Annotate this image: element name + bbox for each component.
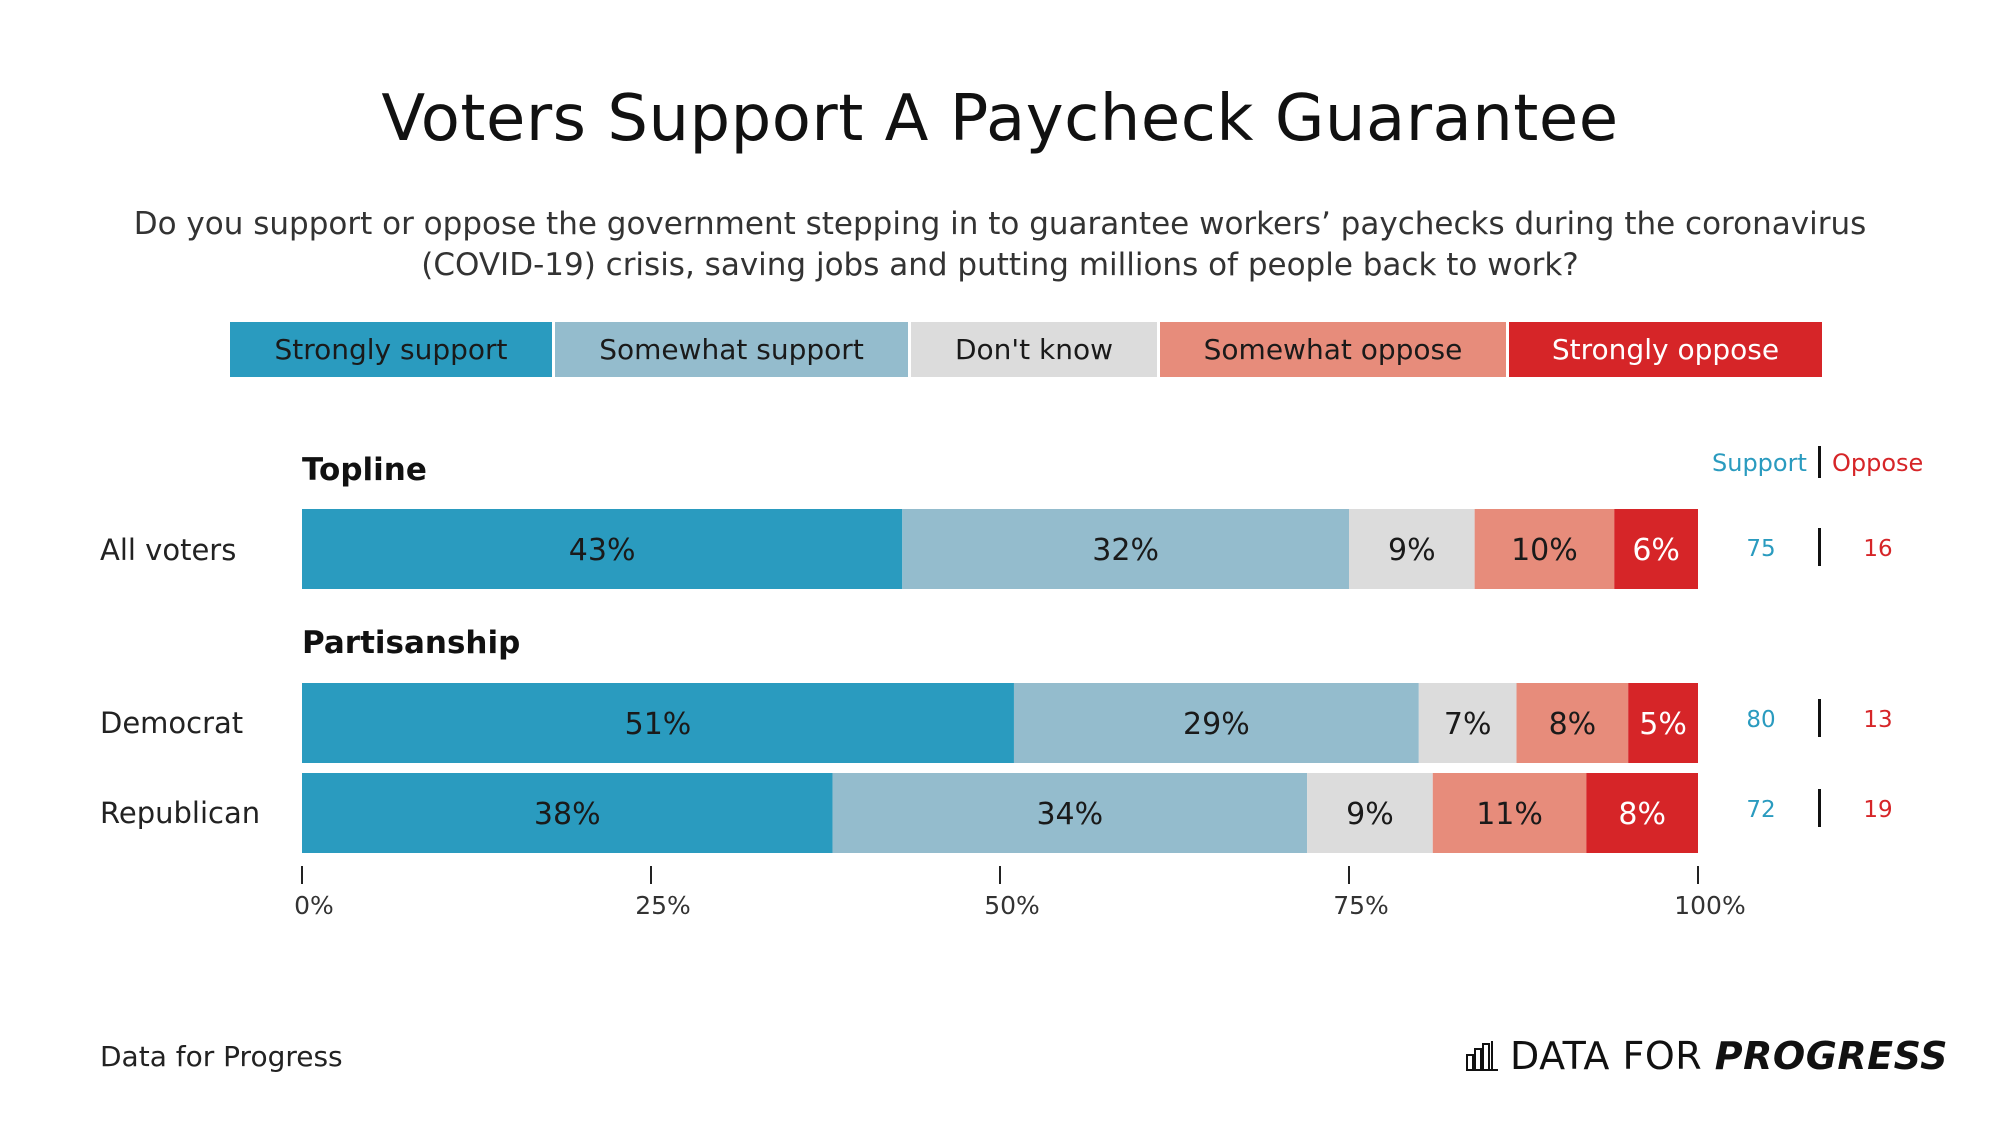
bar-chart-icon — [1466, 1041, 1499, 1071]
brand-text: DATA FOR PROGRESS — [1510, 1034, 1948, 1078]
chart-title: Voters Support A Paycheck Guarantee — [381, 82, 1619, 156]
data-label-democrat-somewhat-support: 29% — [1183, 707, 1250, 742]
support-total-democrat: 80 — [1746, 707, 1776, 733]
data-label-republican-somewhat-support: 34% — [1036, 797, 1103, 832]
support-header: Support — [1712, 449, 1807, 477]
oppose-header: Oppose — [1832, 449, 1924, 477]
section-topline: Topline — [302, 452, 427, 488]
bar-democrat-strongly-oppose — [1628, 683, 1698, 763]
row-label-republican: Republican — [100, 796, 261, 830]
bar-republican-strongly-oppose — [1586, 773, 1698, 853]
bar-all-voters-dont-know — [1349, 509, 1475, 589]
legend-somewhat-oppose: Somewhat oppose — [1160, 322, 1506, 377]
data-label-all-voters-dont-know: 9% — [1388, 533, 1436, 568]
data-label-republican-somewhat-oppose: 11% — [1476, 797, 1543, 832]
bar-republican-somewhat-support — [832, 773, 1308, 853]
data-label-democrat-strongly-support: 51% — [625, 707, 692, 742]
bar-all-voters-strongly-oppose — [1614, 509, 1698, 589]
bar-democrat-somewhat-support — [1013, 683, 1419, 763]
chart-subtitle: Do you support or oppose the government … — [110, 204, 1890, 286]
support-total-all-voters: 75 — [1746, 536, 1776, 562]
oppose-total-republican: 19 — [1863, 797, 1893, 823]
legend-somewhat-support: Somewhat support — [555, 322, 908, 377]
data-label-democrat-strongly-oppose: 5% — [1639, 707, 1687, 742]
legend: Strongly support Somewhat support Don't … — [230, 322, 1822, 377]
bar-democrat-somewhat-oppose — [1516, 683, 1629, 763]
section-partisanship: Partisanship — [302, 625, 521, 661]
subtitle-line-2: (COVID-19) crisis, saving jobs and putti… — [421, 247, 1579, 283]
brand-logo: DATA FOR PROGRESS — [1466, 1034, 1948, 1078]
data-label-republican-strongly-support: 38% — [534, 797, 601, 832]
bar-all-voters-somewhat-oppose — [1474, 509, 1615, 589]
data-label-all-voters-strongly-support: 43% — [569, 533, 636, 568]
x-tick-label: 75% — [1333, 891, 1389, 920]
bar-democrat-strongly-support — [302, 683, 1014, 763]
bar-all-voters-strongly-support — [302, 509, 903, 589]
bar-republican-strongly-support — [302, 773, 833, 853]
x-tick-label: 0% — [294, 891, 334, 920]
support-total-republican: 72 — [1746, 797, 1776, 823]
bar-republican-somewhat-oppose — [1432, 773, 1587, 853]
row-divider-republican — [1818, 789, 1821, 827]
bar-republican-dont-know — [1307, 773, 1433, 853]
data-label-democrat-dont-know: 7% — [1444, 707, 1492, 742]
x-tick-label: 50% — [984, 891, 1040, 920]
footer-source: Data for Progress — [100, 1040, 343, 1073]
row-divider-democrat — [1818, 699, 1821, 737]
bar-democrat-dont-know — [1418, 683, 1517, 763]
data-label-all-voters-somewhat-oppose: 10% — [1511, 533, 1578, 568]
data-label-all-voters-somewhat-support: 32% — [1092, 533, 1159, 568]
row-label-all-voters: All voters — [100, 533, 237, 567]
bar-all-voters-somewhat-support — [902, 509, 1349, 589]
oppose-total-democrat: 13 — [1863, 707, 1893, 733]
x-tick-label: 100% — [1674, 891, 1745, 920]
data-label-democrat-somewhat-oppose: 8% — [1549, 707, 1597, 742]
oppose-total-all-voters: 16 — [1863, 536, 1893, 562]
legend-strongly-oppose: Strongly oppose — [1509, 322, 1822, 377]
row-label-democrat: Democrat — [100, 706, 244, 740]
data-label-republican-strongly-oppose: 8% — [1618, 797, 1666, 832]
legend-dont-know: Don't know — [911, 322, 1157, 377]
legend-strongly-support: Strongly support — [230, 322, 552, 377]
subtitle-line-1: Do you support or oppose the government … — [133, 206, 1867, 242]
row-divider-all-voters — [1818, 528, 1821, 566]
data-label-republican-dont-know: 9% — [1346, 797, 1394, 832]
header-divider — [1818, 446, 1821, 478]
data-label-all-voters-strongly-oppose: 6% — [1632, 533, 1680, 568]
x-tick-label: 25% — [635, 891, 691, 920]
